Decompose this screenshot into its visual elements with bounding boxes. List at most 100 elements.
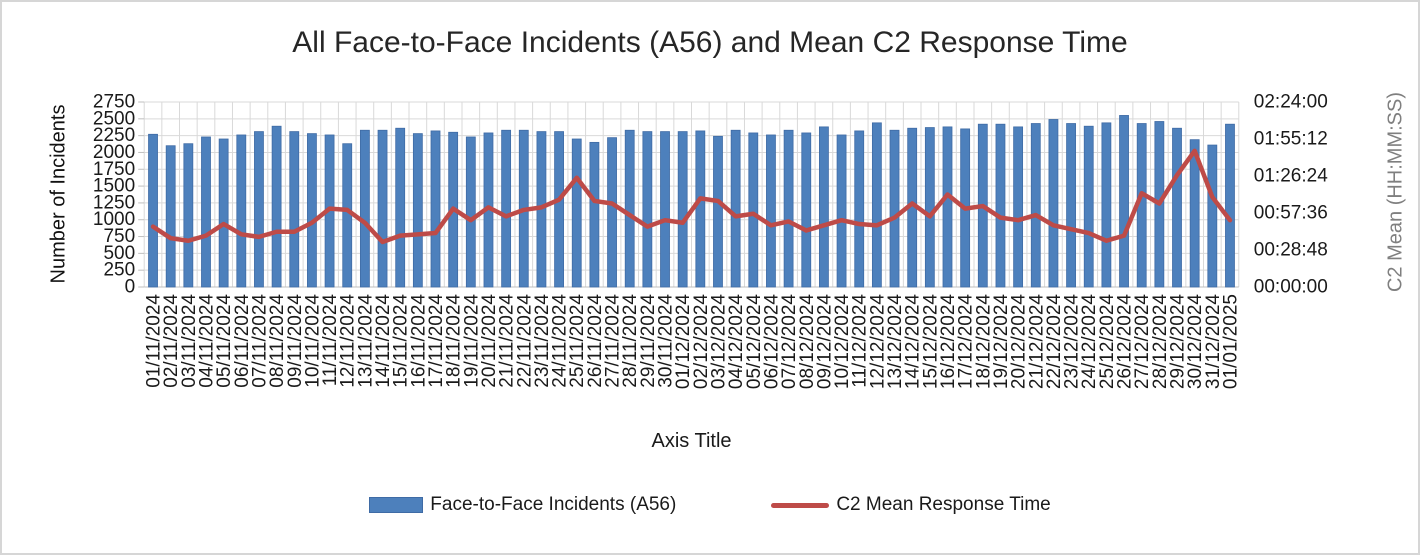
incident-bar: [660, 131, 670, 288]
incident-bar: [924, 127, 935, 288]
x-axis-tick-label: 15/12/2024: [920, 294, 941, 390]
incident-bar: [1030, 123, 1041, 288]
x-axis-tick-label: 23/12/2024: [1062, 294, 1083, 390]
right-axis-tick-label: 02:24:00: [1254, 92, 1328, 113]
x-axis-tick-label: 29/12/2024: [1168, 294, 1189, 390]
incident-bar: [183, 143, 194, 288]
incident-bar: [748, 132, 759, 288]
incident-bar: [395, 127, 406, 288]
incident-bar: [766, 134, 776, 288]
incident-bar: [501, 129, 512, 288]
x-axis-tick-label: 29/11/2024: [638, 294, 659, 388]
x-axis-tick-label: 05/12/2024: [744, 294, 765, 390]
incident-bar: [465, 136, 476, 288]
x-axis-tick-label: 21/12/2024: [1026, 294, 1047, 390]
left-axis-tick-label: 2750: [93, 92, 135, 113]
x-axis-tick-label: 11/11/2024: [320, 294, 341, 387]
x-axis-tick-label: 25/12/2024: [1097, 294, 1118, 390]
incident-bar: [624, 129, 635, 288]
bar-series-swatch-icon: [369, 497, 424, 513]
incident-bar: [289, 131, 300, 288]
x-axis-tick-label: 28/12/2024: [1150, 294, 1171, 390]
incident-bar: [1083, 125, 1094, 288]
x-axis-tick-label: 26/12/2024: [1115, 294, 1136, 390]
incident-bar: [1013, 126, 1024, 288]
x-axis-tick-label: 05/11/2024: [214, 294, 235, 388]
x-axis-tick-label: 04/12/2024: [726, 294, 747, 390]
x-axis-tick-label: 26/11/2024: [585, 294, 606, 388]
incident-bar: [165, 145, 176, 288]
x-axis-tick-label: 15/11/2024: [391, 294, 412, 388]
left-axis-tick-label: 500: [103, 243, 135, 264]
line-series-swatch-icon: [771, 502, 830, 508]
incident-bar: [695, 130, 706, 288]
left-axis-tick-label: 2500: [93, 108, 135, 129]
left-axis-tick-label: 0: [125, 277, 136, 298]
x-axis-tick-label: 14/11/2024: [373, 294, 394, 388]
incident-bar: [412, 133, 423, 288]
incident-bar: [218, 138, 229, 288]
x-axis-tick-label: 24/12/2024: [1079, 294, 1100, 390]
x-axis-tick-label: 09/12/2024: [814, 294, 835, 390]
incident-bar: [307, 133, 317, 288]
incident-bar: [889, 129, 900, 288]
incident-bar: [836, 134, 847, 288]
x-axis-tick-label: 19/11/2024: [461, 294, 482, 388]
x-axis-tick-label: 14/12/2024: [903, 294, 924, 390]
right-axis-tick-label: 00:28:48: [1254, 240, 1328, 261]
x-axis-tick-label: 01/01/2025: [1220, 294, 1241, 389]
incident-bar: [1172, 127, 1182, 288]
incident-bar: [995, 123, 1006, 288]
incident-bar: [1119, 115, 1129, 288]
incident-bar: [854, 130, 865, 288]
x-axis-tick-label: 20/11/2024: [479, 294, 500, 388]
incident-bar: [201, 136, 211, 288]
incident-bar: [271, 125, 282, 288]
x-axis-tick-label: 20/12/2024: [1009, 294, 1030, 390]
x-axis-tick-label: 04/11/2024: [196, 294, 217, 388]
x-axis-tick-label: 22/12/2024: [1044, 294, 1065, 390]
x-axis-tick-label: 28/11/2024: [620, 294, 641, 388]
x-axis-tick-label: 12/11/2024: [338, 294, 359, 388]
x-axis-tick-label: 19/12/2024: [991, 294, 1012, 390]
incident-bar: [642, 131, 653, 288]
incident-bar: [554, 131, 564, 288]
left-axis-tick-label: 2250: [93, 125, 135, 146]
x-axis-tick-label: 11/12/2024: [850, 294, 871, 388]
left-axis-tick-label: 750: [103, 226, 135, 247]
x-axis-tick-label: 31/12/2024: [1203, 294, 1224, 390]
x-axis-tick-label: 12/12/2024: [867, 294, 888, 390]
incident-bar: [148, 133, 158, 288]
left-axis-tick-label: 1750: [93, 159, 135, 180]
left-axis-title: Number of Incidents: [47, 104, 70, 284]
x-axis-tick-label: 02/12/2024: [691, 294, 712, 390]
right-axis-tick-label: 01:55:12: [1254, 129, 1328, 150]
x-axis-tick-label: 17/12/2024: [956, 294, 977, 390]
incident-bar: [1066, 123, 1076, 288]
plot-area: 0250500750100012501500175020002250250027…: [93, 92, 1328, 390]
right-axis-title: C2 Mean (HH:MM:SS): [1384, 91, 1407, 293]
left-axis-tick-label: 2000: [93, 142, 135, 163]
x-axis-tick-label: 17/11/2024: [426, 294, 447, 388]
incident-bar: [942, 126, 953, 288]
x-axis-tick-label: 21/11/2024: [497, 294, 518, 388]
x-axis-tick-label: 18/12/2024: [973, 294, 994, 390]
x-axis-tick-label: 01/11/2024: [144, 294, 165, 388]
incident-bar: [1101, 122, 1112, 288]
x-axis-tick-label: 30/11/2024: [656, 294, 677, 388]
x-axis-tick-label: 08/12/2024: [797, 294, 818, 390]
left-axis-tick-label: 1500: [93, 176, 135, 197]
x-axis-tick-label: 23/11/2024: [532, 294, 553, 388]
x-axis-tick-label: 18/11/2024: [444, 294, 465, 388]
x-axis-tick-label: 25/11/2024: [567, 294, 588, 388]
x-axis-tick-label: 13/12/2024: [885, 294, 906, 390]
x-axis-tick-label: 03/11/2024: [179, 294, 200, 388]
x-axis-tick-label: 27/12/2024: [1132, 294, 1153, 390]
right-axis-tick-label: 00:00:00: [1254, 277, 1328, 298]
left-axis-tick-label: 1250: [93, 192, 135, 213]
incident-bar: [801, 132, 812, 288]
x-axis-tick-label: 10/11/2024: [302, 294, 323, 388]
incident-bar: [571, 138, 582, 288]
x-axis-tick-label: 07/11/2024: [249, 294, 270, 388]
x-axis-tick-label: 24/11/2024: [550, 294, 571, 388]
